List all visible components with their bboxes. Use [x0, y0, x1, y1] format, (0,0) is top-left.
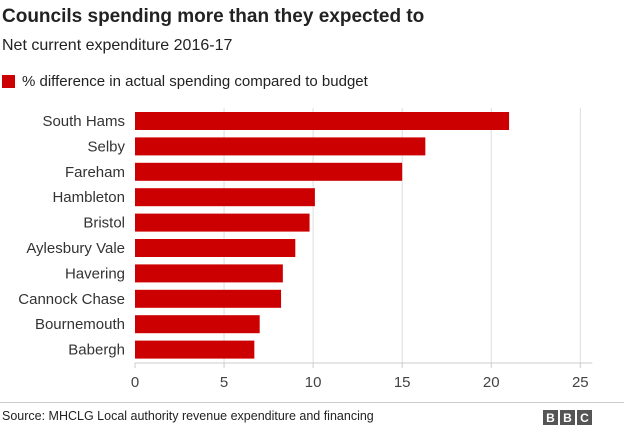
category-label: Havering	[65, 265, 125, 282]
bar-selby	[135, 137, 426, 156]
x-tick-label: 10	[305, 374, 322, 391]
category-label: Aylesbury Vale	[26, 240, 125, 257]
category-label: Selby	[87, 138, 125, 155]
bar-bristol	[135, 213, 310, 232]
bar-bournemouth	[135, 315, 260, 334]
category-label: Babergh	[68, 342, 125, 359]
x-tick-label: 0	[131, 374, 139, 391]
legend-label: % difference in actual spending compared…	[22, 73, 368, 90]
category-label: Bournemouth	[35, 316, 125, 333]
category-label: Bristol	[83, 215, 125, 232]
bar-south-hams	[135, 112, 510, 130]
chart-title: Councils spending more than they expecte…	[2, 6, 425, 27]
source-note: Source: MHCLG Local authority revenue ex…	[2, 409, 374, 423]
x-tick-label: 25	[572, 374, 589, 391]
bar-fareham	[135, 162, 403, 181]
legend: % difference in actual spending compared…	[2, 73, 368, 90]
legend-swatch	[2, 75, 15, 88]
chart-subtitle: Net current expenditure 2016-17	[2, 37, 233, 54]
footer-divider	[0, 402, 624, 403]
category-label: South Hams	[42, 113, 125, 130]
x-tick-label: 20	[483, 374, 500, 391]
bar-havering	[135, 264, 283, 283]
category-label: Hambleton	[52, 189, 125, 206]
bar-hambleton	[135, 188, 315, 207]
bar-cannock-chase	[135, 289, 282, 308]
category-label: Cannock Chase	[18, 291, 125, 308]
x-tick-label: 5	[220, 374, 228, 391]
category-label: Fareham	[65, 164, 125, 181]
bar-babergh	[135, 340, 255, 359]
bar-aylesbury-vale	[135, 239, 296, 257]
x-tick-label: 15	[394, 374, 411, 391]
